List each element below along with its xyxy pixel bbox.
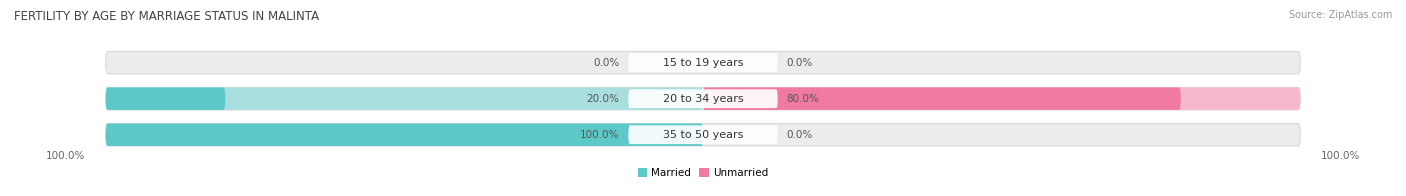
Text: 0.0%: 0.0%: [786, 58, 813, 68]
Text: 80.0%: 80.0%: [786, 94, 820, 104]
Text: 15 to 19 years: 15 to 19 years: [662, 58, 744, 68]
Text: 35 to 50 years: 35 to 50 years: [662, 130, 744, 140]
FancyBboxPatch shape: [105, 124, 703, 146]
Text: 20 to 34 years: 20 to 34 years: [662, 94, 744, 104]
FancyBboxPatch shape: [628, 125, 778, 144]
Text: 0.0%: 0.0%: [786, 130, 813, 140]
Text: 100.0%: 100.0%: [46, 151, 86, 161]
FancyBboxPatch shape: [703, 88, 1301, 110]
Text: 100.0%: 100.0%: [1320, 151, 1360, 161]
Text: FERTILITY BY AGE BY MARRIAGE STATUS IN MALINTA: FERTILITY BY AGE BY MARRIAGE STATUS IN M…: [14, 10, 319, 23]
Text: Source: ZipAtlas.com: Source: ZipAtlas.com: [1288, 10, 1392, 20]
FancyBboxPatch shape: [105, 124, 1301, 146]
Text: 100.0%: 100.0%: [581, 130, 620, 140]
Text: 20.0%: 20.0%: [586, 94, 620, 104]
FancyBboxPatch shape: [703, 88, 1181, 110]
FancyBboxPatch shape: [105, 124, 703, 146]
FancyBboxPatch shape: [628, 89, 778, 108]
FancyBboxPatch shape: [105, 88, 1301, 110]
FancyBboxPatch shape: [105, 88, 225, 110]
FancyBboxPatch shape: [105, 88, 703, 110]
FancyBboxPatch shape: [105, 52, 1301, 74]
Legend: Married, Unmarried: Married, Unmarried: [634, 164, 772, 182]
FancyBboxPatch shape: [628, 53, 778, 72]
Text: 0.0%: 0.0%: [593, 58, 620, 68]
